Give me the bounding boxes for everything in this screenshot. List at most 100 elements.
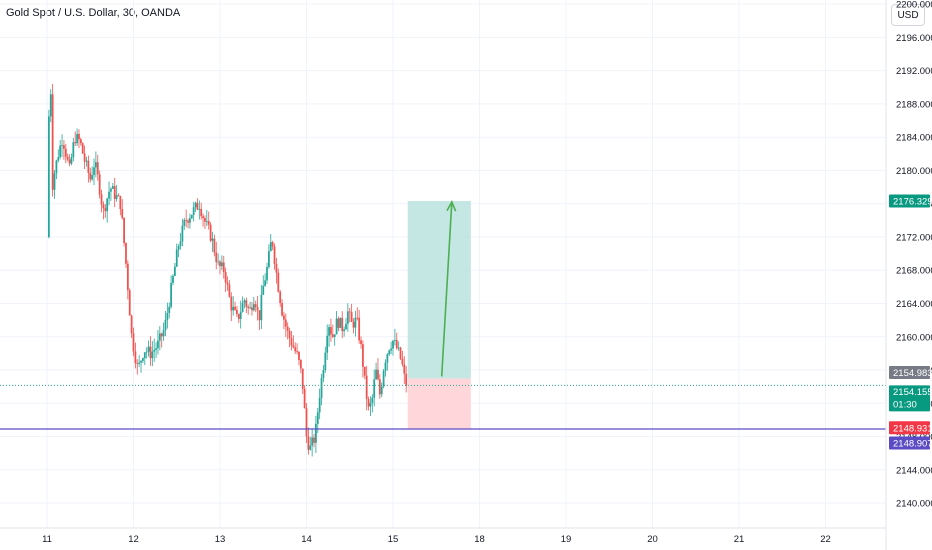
- candle-body: [110, 188, 112, 192]
- candle-body: [328, 327, 330, 336]
- candle-body: [377, 369, 379, 380]
- candle-body: [403, 364, 406, 374]
- candle-body: [294, 347, 297, 352]
- candle-body: [271, 242, 274, 247]
- candle-body: [232, 306, 235, 311]
- candle-body: [132, 333, 135, 352]
- candle-body: [91, 175, 94, 180]
- candle-body: [264, 280, 267, 286]
- candle-body: [68, 159, 71, 164]
- arrow-head: [446, 200, 457, 212]
- candle-body: [149, 346, 152, 359]
- candle-body: [220, 262, 223, 267]
- candle-body: [279, 291, 282, 304]
- candle-body: [85, 160, 88, 162]
- candle-body: [140, 360, 142, 363]
- candle-body: [183, 220, 186, 226]
- price-lines: [0, 200, 886, 430]
- y-tick-label: 2188.000: [896, 99, 932, 110]
- candle-body: [111, 186, 114, 189]
- y-tick-label: 2160.000: [896, 332, 932, 343]
- candle-body: [373, 379, 376, 398]
- candle-body: [247, 306, 250, 308]
- candle-body: [226, 282, 229, 285]
- candle-body: [292, 345, 295, 348]
- candle-body: [123, 217, 125, 244]
- candle-body: [102, 204, 105, 209]
- candle-body: [358, 317, 361, 341]
- candle-body: [362, 344, 364, 367]
- candle-body: [386, 354, 389, 363]
- y-tick-label: 2192.000: [896, 66, 932, 77]
- candle-body: [395, 340, 398, 349]
- candle-body: [252, 304, 255, 311]
- candle-body: [388, 350, 391, 355]
- candle-body: [254, 304, 257, 308]
- candle-body: [181, 225, 184, 242]
- candle-body: [262, 285, 265, 295]
- candle-body: [309, 445, 312, 450]
- candle-body: [337, 318, 340, 328]
- candle-body: [390, 348, 393, 351]
- candle-body: [98, 174, 101, 195]
- candle-body: [196, 202, 199, 210]
- y-tick-label: 2196.000: [896, 33, 932, 44]
- candle-body: [173, 266, 176, 276]
- candle-body: [380, 386, 383, 395]
- candle-body: [348, 311, 351, 313]
- candle-body: [258, 310, 261, 321]
- candle-body: [215, 252, 218, 263]
- candle-body: [249, 307, 251, 309]
- target-zone: [407, 200, 471, 379]
- candle-body: [256, 307, 259, 311]
- candle-body: [260, 294, 263, 321]
- candle-body: [175, 249, 178, 267]
- candle-body: [179, 241, 182, 247]
- candle-body: [343, 329, 346, 332]
- candle-body: [76, 134, 78, 144]
- candle-body: [83, 153, 86, 162]
- x-tick-label: 21: [734, 534, 745, 545]
- candle-body: [59, 145, 62, 158]
- candle-body: [288, 330, 291, 339]
- candle-body: [87, 160, 90, 173]
- candle-body: [217, 261, 220, 263]
- candles: [47, 84, 408, 457]
- candle-body: [136, 363, 139, 364]
- candle-body: [243, 300, 246, 303]
- candle-body: [236, 309, 238, 315]
- candle-body: [326, 335, 329, 353]
- candle-body: [335, 318, 338, 335]
- candle-body: [211, 238, 214, 241]
- candle-body: [230, 296, 233, 311]
- currency-button[interactable]: USD: [891, 4, 925, 26]
- chart-title: Gold Spot / U.S. Dollar, 30, OANDA: [6, 7, 181, 19]
- entry-price-badge-bg: [889, 365, 930, 379]
- candle-body: [281, 303, 283, 316]
- candle-body: [224, 272, 227, 283]
- candle-body: [209, 224, 212, 241]
- candle-body: [134, 351, 137, 364]
- support-price-badge-bg: [889, 436, 930, 450]
- y-tick-label: 2144.000: [896, 465, 932, 476]
- candle-body: [346, 311, 349, 324]
- candle-body: [145, 351, 148, 353]
- candle-body: [185, 220, 188, 221]
- candle-body: [245, 300, 248, 307]
- candle-body: [298, 352, 300, 360]
- position-zones[interactable]: [407, 200, 471, 429]
- candle-body: [81, 143, 84, 154]
- x-tick-label: 20: [647, 534, 658, 545]
- candle-body: [205, 220, 208, 222]
- candle-body: [286, 326, 289, 331]
- candle-body: [284, 319, 287, 327]
- candle-body: [79, 139, 82, 144]
- candle-body: [345, 323, 347, 330]
- candle-body: [51, 94, 54, 190]
- candle-body: [117, 195, 120, 197]
- y-tick-label: 2200.000: [896, 0, 932, 11]
- candle-body: [172, 275, 174, 284]
- candle-body: [269, 242, 272, 252]
- target-price-badge-bg: [889, 194, 930, 208]
